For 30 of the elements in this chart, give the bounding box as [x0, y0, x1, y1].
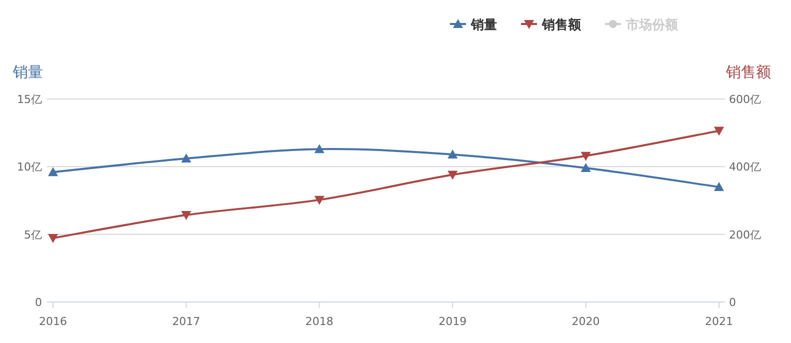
- point: [314, 196, 324, 205]
- point: [48, 167, 58, 176]
- point: [580, 163, 591, 172]
- x-tick-label: 2020: [572, 315, 600, 328]
- point: [714, 182, 724, 191]
- x-tick-label: 2017: [172, 315, 200, 328]
- y-tick-label: 15亿: [17, 93, 42, 106]
- point: [714, 126, 724, 136]
- legend-label: 销售额: [541, 17, 582, 33]
- x-tick-label: 2021: [705, 315, 733, 328]
- point: [448, 149, 458, 158]
- x-tick-label: 2016: [39, 315, 67, 328]
- point: [448, 170, 458, 180]
- y-tick-label: 10亿: [17, 160, 42, 174]
- y-axis-title: 销量: [12, 63, 43, 81]
- y2-tick-label: 0: [729, 296, 736, 309]
- y-tick-label: 5亿: [24, 228, 42, 242]
- point: [580, 152, 591, 161]
- y-tick-label: 0: [35, 296, 42, 309]
- x-tick-label: 2018: [305, 315, 334, 328]
- y2-tick-label: 200亿: [729, 228, 761, 242]
- y2-tick-label: 600亿: [729, 93, 761, 106]
- y2-tick-label: 400亿: [729, 160, 761, 174]
- y2-axis-title: 销售额: [725, 63, 771, 81]
- point: [181, 211, 192, 220]
- point: [181, 154, 192, 163]
- point: [314, 144, 324, 154]
- legend-label: 销量: [470, 18, 497, 33]
- point: [48, 234, 58, 244]
- x-tick-label: 2019: [438, 315, 467, 328]
